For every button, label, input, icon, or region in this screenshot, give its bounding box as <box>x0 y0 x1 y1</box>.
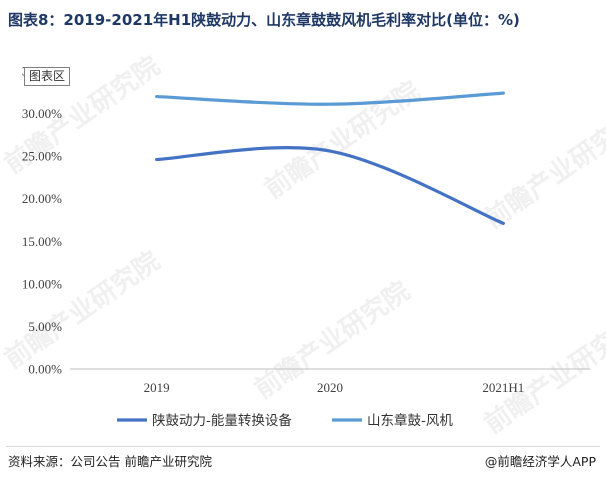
x-axis: 2019 2020 2021H1 <box>144 380 525 395</box>
series-line-1 <box>155 146 505 226</box>
y-tick-label: 25.00% <box>22 149 62 164</box>
chart-area-tag: 图表区 <box>24 67 71 86</box>
x-tick-label: 2019 <box>144 380 170 395</box>
chart-title: 图表8：2019-2021年H1陕鼓动力、山东章鼓鼓风机毛利率对比(单位：%) <box>8 11 520 29</box>
series-line-2 <box>155 91 505 106</box>
legend-entry: 陕鼓动力-能量转换设备 <box>152 412 292 429</box>
y-tick-label: 5.00% <box>28 319 62 334</box>
x-tick-label: 2021H1 <box>482 380 524 395</box>
y-tick-label: 20.00% <box>22 191 62 206</box>
y-tick-label: 30.00% <box>22 106 62 121</box>
y-tick-label: 10.00% <box>22 276 62 291</box>
line-chart: 0.00% 5.00% 10.00% 15.00% 20.00% 25.00% 30.00%… <box>22 64 590 429</box>
footer-divider <box>6 446 600 447</box>
legend: 陕鼓动力-能量转换设备 山东章鼓-风机 <box>117 412 453 429</box>
y-tick-label: 0.00% <box>28 362 62 377</box>
y-tick-label: 15.00% <box>22 234 62 249</box>
y-axis: 0.00% 5.00% 10.00% 15.00% 20.00% 25.00% 30.00%… <box>22 64 62 377</box>
legend-entry: 山东章鼓-风机 <box>367 412 453 429</box>
series-lines <box>155 91 505 226</box>
source-note: 资料来源：公司公告 前瞻产业研究院 <box>8 454 212 469</box>
x-tick-label: 2020 <box>317 380 343 395</box>
brand-credit: @前瞻经济学人APP <box>484 454 596 469</box>
